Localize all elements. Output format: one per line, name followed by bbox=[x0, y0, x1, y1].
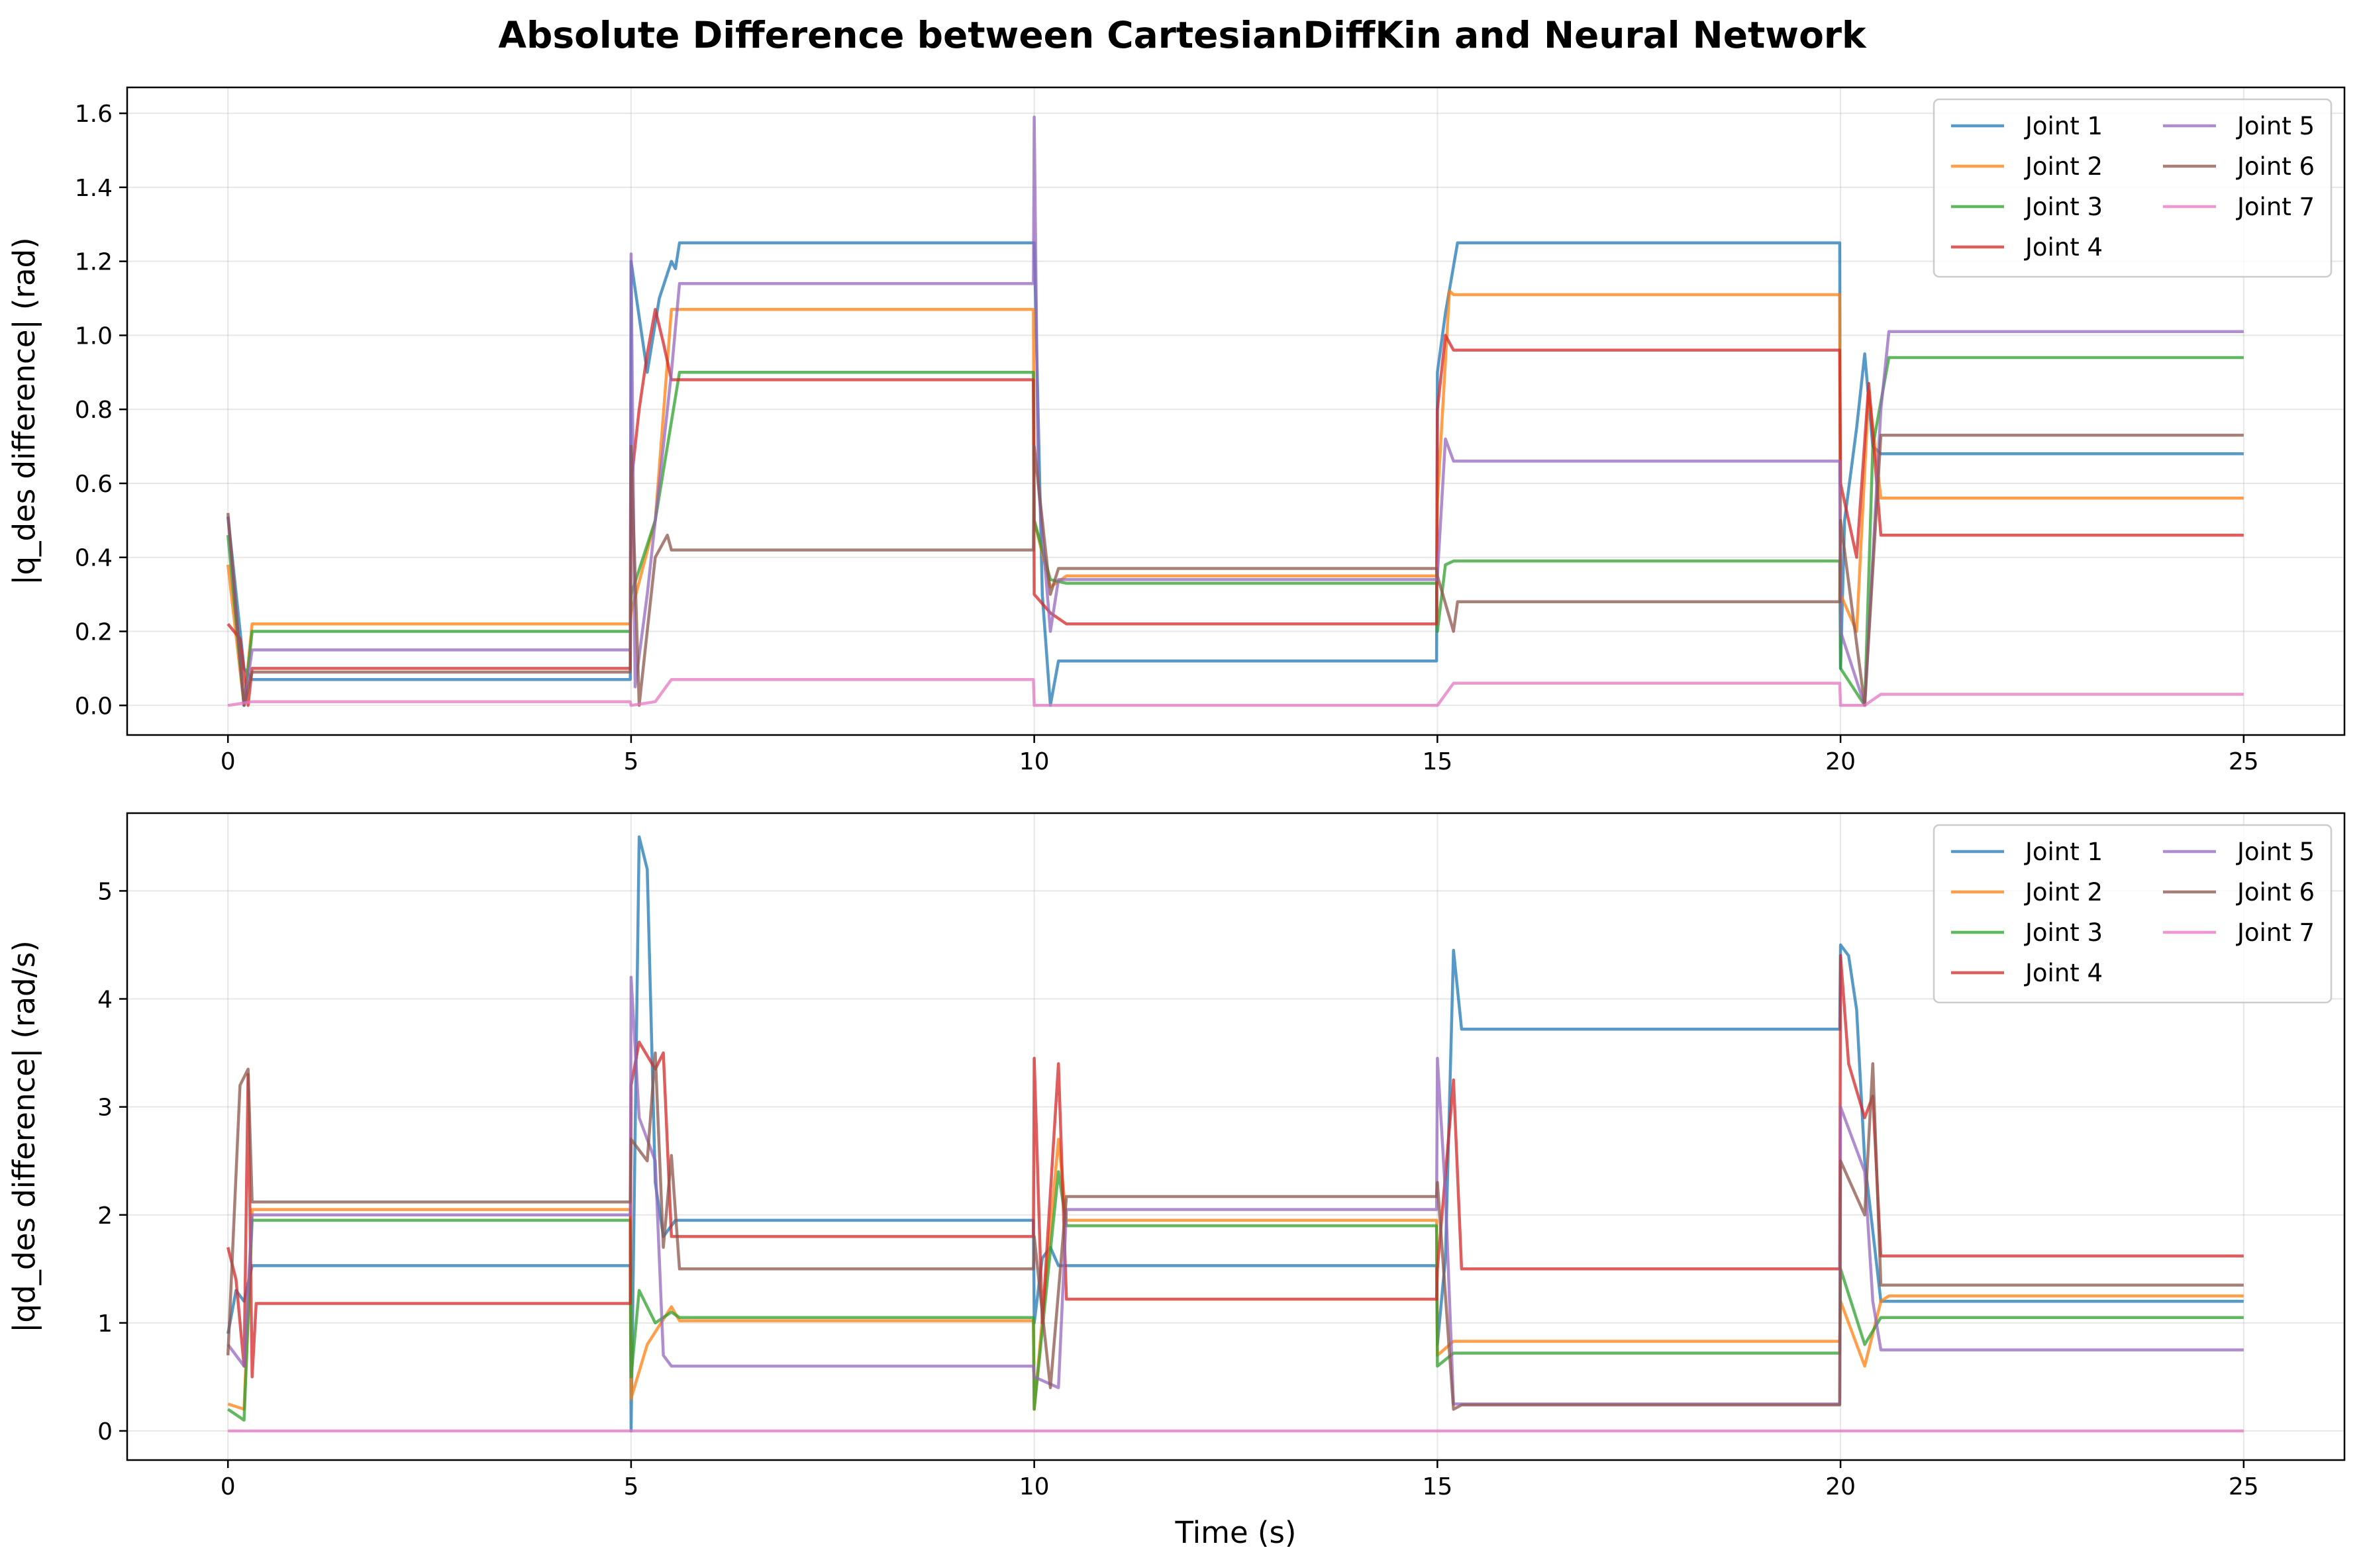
top-legend: Joint 1 Joint 2 Joint 3 Joint 4 Joint 5 Joint… bbox=[1933, 98, 2333, 278]
top-legend-entry: Joint 2 bbox=[2024, 152, 2103, 181]
top-series-joint-6 bbox=[226, 434, 2244, 707]
top-legend-box bbox=[1933, 98, 2333, 278]
bottom-legend-entry: Joint 2 bbox=[2024, 878, 2103, 906]
bottom-series-joint-4 bbox=[226, 954, 2244, 1379]
bottom-legend: Joint 1 Joint 2 Joint 3 Joint 4 Joint 5 Joint… bbox=[1933, 824, 2333, 1004]
figure-title: Absolute Difference between CartesianDif… bbox=[498, 14, 1867, 56]
bottom-series-group bbox=[226, 835, 2244, 1433]
bottom-legend-entry: Joint 5 bbox=[2236, 838, 2315, 866]
top-legend-entry: Joint 1 bbox=[2024, 112, 2103, 140]
top-series-joint-7 bbox=[227, 677, 2244, 707]
top-legend-entry: Joint 3 bbox=[2024, 193, 2103, 221]
top-legend-entry: Joint 4 bbox=[2024, 233, 2103, 262]
bottom-xtick-label: 0 bbox=[221, 1473, 236, 1500]
bottom-legend-entry: Joint 3 bbox=[2024, 918, 2103, 947]
bottom-xtick-label: 5 bbox=[623, 1473, 638, 1500]
bottom-ytick-label: 2 bbox=[97, 1202, 113, 1230]
bottom-axes-frame bbox=[126, 812, 2346, 1461]
top-series-joint-5 bbox=[226, 115, 2244, 707]
top-ytick-label: 1.4 bbox=[75, 175, 113, 202]
top-ytick-label: 1.2 bbox=[75, 249, 113, 276]
top-xtick-label: 15 bbox=[1422, 748, 1452, 775]
bottom-xtick-label: 10 bbox=[1019, 1473, 1050, 1500]
bottom-ylabel: |qd_des difference| (rad/s) bbox=[7, 940, 42, 1333]
top-ytick-label: 0.2 bbox=[75, 619, 113, 646]
top-ylabel: |q_des difference| (rad) bbox=[7, 237, 42, 585]
top-xtick-label: 0 bbox=[221, 748, 236, 775]
bottom-panel: 0 5 10 15 20 25 0 1 2 3 4 5 |qd_des difference| (rad… bbox=[7, 812, 2346, 1550]
bottom-legend-entry: Joint 6 bbox=[2236, 878, 2315, 906]
bottom-xtick-label: 25 bbox=[2229, 1473, 2259, 1500]
top-series-group bbox=[226, 115, 2244, 707]
top-panel: 0 5 10 15 20 25 0.0 0.2 0.4 0.6 0.8 1.0 1.2 1.4 1.6 |q_… bbox=[7, 86, 2346, 775]
bottom-series-joint-6 bbox=[226, 1051, 2244, 1411]
top-ytick-label: 0.8 bbox=[75, 397, 113, 424]
bottom-ytick-label: 1 bbox=[97, 1310, 113, 1338]
bottom-legend-entry: Joint 1 bbox=[2024, 838, 2103, 866]
top-legend-entry: Joint 6 bbox=[2236, 152, 2315, 181]
top-legend-entry: Joint 5 bbox=[2236, 112, 2315, 140]
bottom-series-joint-5 bbox=[226, 975, 2244, 1406]
top-xtick-label: 20 bbox=[1825, 748, 1856, 775]
bottom-xlabel: Time (s) bbox=[1175, 1515, 1297, 1550]
bottom-ytick-label: 4 bbox=[97, 987, 113, 1014]
bottom-legend-entry: Joint 7 bbox=[2236, 918, 2315, 947]
top-ytick-label: 0.4 bbox=[75, 545, 113, 572]
top-axes-frame bbox=[126, 86, 2346, 736]
top-legend-entry: Joint 7 bbox=[2236, 193, 2315, 221]
top-xtick-label: 10 bbox=[1019, 748, 1050, 775]
top-xtick-label: 5 bbox=[623, 748, 638, 775]
top-ytick-label: 1.6 bbox=[75, 101, 113, 128]
bottom-ytick-label: 3 bbox=[97, 1095, 113, 1122]
bottom-ytick-label: 0 bbox=[97, 1418, 113, 1446]
top-ytick-label: 0.6 bbox=[75, 471, 113, 498]
bottom-xtick-label: 15 bbox=[1422, 1473, 1452, 1500]
top-ytick-label: 1.0 bbox=[75, 322, 113, 350]
top-ytick-label: 0.0 bbox=[75, 693, 113, 720]
top-xtick-label: 25 bbox=[2229, 748, 2259, 775]
bottom-ytick-label: 5 bbox=[97, 878, 113, 905]
bottom-xtick-label: 20 bbox=[1825, 1473, 1856, 1500]
bottom-legend-entry: Joint 4 bbox=[2024, 959, 2103, 987]
bottom-legend-box bbox=[1933, 824, 2333, 1004]
